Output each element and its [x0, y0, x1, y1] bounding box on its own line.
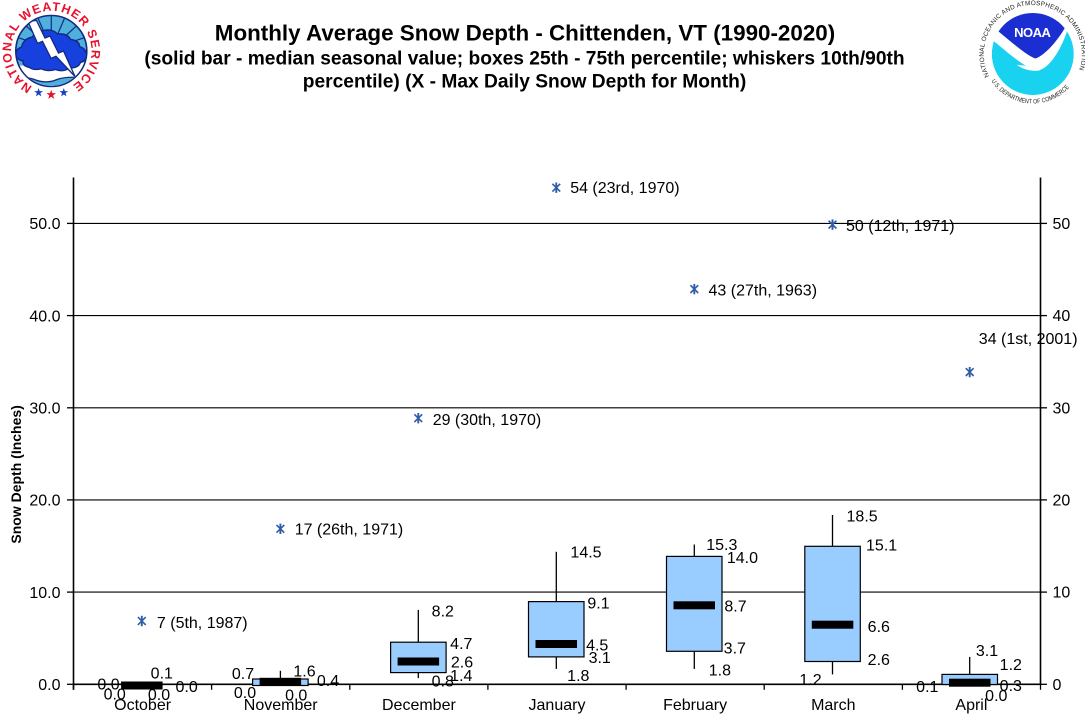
svg-text:30.0: 30.0	[29, 401, 60, 418]
svg-text:34 (1st, 2001): 34 (1st, 2001)	[979, 331, 1078, 348]
svg-text:54 (23rd, 1970): 54 (23rd, 1970)	[570, 180, 679, 197]
svg-text:April: April	[955, 697, 987, 714]
svg-text:43 (27th, 1963): 43 (27th, 1963)	[709, 283, 818, 300]
svg-text:1.4: 1.4	[450, 668, 472, 685]
svg-text:15.3: 15.3	[706, 537, 737, 554]
svg-text:8.7: 8.7	[724, 598, 746, 615]
svg-text:15.1: 15.1	[866, 538, 897, 555]
svg-text:1.8: 1.8	[709, 662, 731, 679]
svg-text:29 (30th, 1970): 29 (30th, 1970)	[433, 412, 542, 429]
svg-text:3.1: 3.1	[589, 650, 611, 667]
svg-text:Monthly Average Snow Depth - C: Monthly Average Snow Depth - Chittenden,…	[215, 21, 835, 46]
svg-text:50 (12th, 1971): 50 (12th, 1971)	[846, 218, 955, 235]
svg-text:November: November	[244, 697, 318, 714]
svg-text:18.5: 18.5	[847, 508, 878, 525]
svg-text:14.5: 14.5	[570, 545, 601, 562]
svg-text:4.7: 4.7	[450, 636, 472, 653]
svg-text:0.0: 0.0	[234, 685, 256, 702]
svg-text:50: 50	[1053, 216, 1071, 233]
svg-text:Snow Depth (Inches): Snow Depth (Inches)	[8, 405, 24, 543]
svg-text:14.0: 14.0	[727, 550, 758, 567]
svg-text:0.8: 0.8	[432, 674, 454, 691]
svg-text:2.6: 2.6	[868, 652, 890, 669]
svg-text:0.7: 0.7	[232, 666, 254, 683]
svg-text:9.1: 9.1	[587, 596, 609, 613]
svg-text:17 (26th, 1971): 17 (26th, 1971)	[295, 522, 404, 539]
svg-text:1.8: 1.8	[567, 668, 589, 685]
svg-text:(solid bar - median seasonal v: (solid bar - median seasonal value; boxe…	[144, 49, 904, 70]
svg-text:10.0: 10.0	[29, 585, 60, 602]
svg-text:0.3: 0.3	[1000, 678, 1022, 695]
svg-text:20.0: 20.0	[29, 493, 60, 510]
svg-text:3.7: 3.7	[724, 640, 746, 657]
svg-text:0.4: 0.4	[317, 673, 339, 690]
svg-text:0.0: 0.0	[148, 687, 170, 704]
svg-text:percentile) (X - Max Daily Sno: percentile) (X - Max Daily Snow Depth fo…	[303, 72, 746, 93]
svg-text:40.0: 40.0	[29, 308, 60, 325]
svg-text:1.6: 1.6	[293, 663, 315, 680]
svg-text:50.0: 50.0	[29, 216, 60, 233]
svg-text:0.1: 0.1	[151, 666, 173, 683]
svg-text:February: February	[663, 697, 727, 714]
svg-text:January: January	[529, 697, 586, 714]
svg-text:October: October	[114, 697, 172, 714]
svg-text:0.0: 0.0	[285, 688, 307, 705]
svg-text:December: December	[382, 697, 456, 714]
svg-text:30: 30	[1053, 400, 1071, 417]
svg-text:6.6: 6.6	[868, 619, 890, 636]
svg-text:2.6: 2.6	[451, 655, 473, 672]
svg-text:NOAA: NOAA	[1014, 25, 1051, 40]
svg-text:8.2: 8.2	[432, 603, 454, 620]
svg-text:1.2: 1.2	[1000, 657, 1022, 674]
svg-text:March: March	[811, 697, 855, 714]
svg-text:10: 10	[1053, 585, 1071, 602]
svg-text:4.5: 4.5	[586, 637, 608, 654]
svg-text:40: 40	[1053, 308, 1071, 325]
svg-text:3.1: 3.1	[976, 643, 998, 660]
svg-text:20: 20	[1053, 493, 1071, 510]
svg-text:0: 0	[1053, 677, 1062, 694]
svg-text:0.0: 0.0	[175, 679, 197, 696]
svg-text:1.2: 1.2	[799, 672, 821, 689]
svg-text:0.0: 0.0	[985, 688, 1007, 705]
svg-text:0.1: 0.1	[916, 679, 938, 696]
svg-text:0.0: 0.0	[97, 677, 119, 694]
svg-text:0.0: 0.0	[38, 677, 60, 694]
svg-text:0.0: 0.0	[104, 686, 126, 703]
svg-text:7 (5th, 1987): 7 (5th, 1987)	[157, 615, 248, 632]
